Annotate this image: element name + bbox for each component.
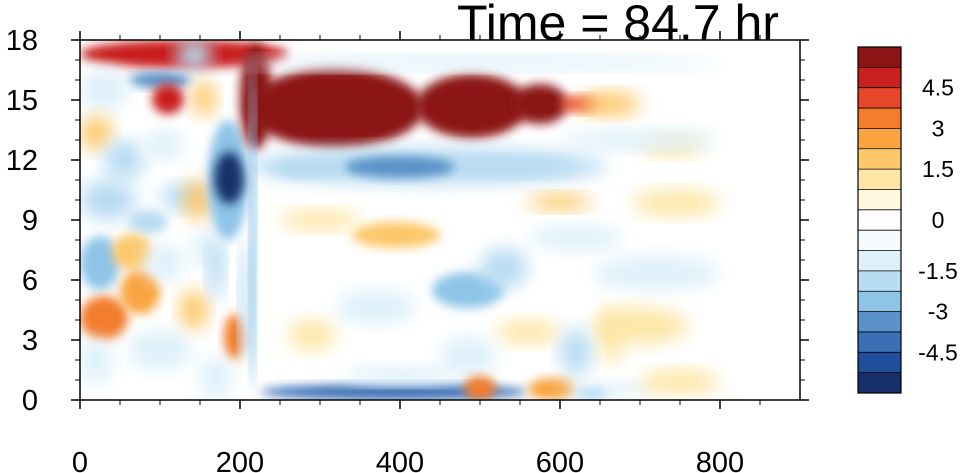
colorbar-swatch [858, 311, 901, 333]
heatmap-cell [80, 236, 120, 290]
heatmap-cell [640, 370, 720, 394]
colorbar-swatch [858, 148, 901, 170]
heatmap-cell [344, 366, 456, 384]
heatmap-cell [600, 308, 624, 364]
colorbar-swatch [858, 331, 901, 353]
heatmap-cell [128, 72, 192, 88]
heatmap-cell [176, 40, 212, 70]
heatmap-cell [512, 84, 568, 124]
colorbar-label: 0 [932, 207, 945, 233]
heatmap-cell [144, 244, 184, 280]
colorbar-swatch [858, 270, 901, 292]
x-tick-label: 800 [696, 447, 744, 473]
heatmap-cell [336, 290, 416, 324]
colorbar-label: -1.5 [918, 258, 958, 284]
colorbar-label: 1.5 [922, 156, 954, 182]
heatmap-cell [144, 130, 184, 160]
colorbar-swatch [858, 87, 901, 109]
heatmap-cell [528, 194, 592, 210]
heatmap-cell [80, 340, 112, 384]
colorbar-swatch [858, 108, 901, 129]
colorbar: 4.5 3 1.5 0 -1.5 -3 -4.5 [857, 46, 958, 394]
heatmap-cell [184, 180, 212, 220]
heatmap-cell [248, 68, 424, 148]
x-tick-label: 600 [536, 447, 584, 473]
colorbar-label: 4.5 [922, 75, 954, 101]
heatmap-cell [632, 190, 720, 216]
heatmap-cell [288, 320, 336, 350]
heatmap-cell [208, 240, 224, 300]
y-tick-label: 18 [6, 25, 38, 57]
heatmap-cell [528, 378, 576, 400]
y-tick-label: 3 [22, 325, 38, 357]
colorbar-swatch [858, 67, 901, 89]
heatmap-cell [480, 248, 528, 288]
heatmap-cell [240, 56, 720, 70]
heatmap-cell [440, 336, 496, 376]
heatmap-cell [416, 74, 528, 138]
heatmap-cell [112, 234, 152, 270]
heatmap-cell [528, 226, 624, 250]
colorbar-swatch [858, 169, 901, 190]
heatmap-cell [456, 158, 576, 176]
heatmap-cell [80, 116, 112, 150]
y-tick-label: 15 [6, 85, 38, 117]
heatmap-cell [249, 60, 256, 390]
colorbar-swatch [858, 250, 901, 272]
heatmap-cell [80, 296, 128, 340]
heatmap-cell [260, 384, 528, 400]
x-axis: 0 200 400 600 800 [72, 31, 761, 473]
heatmap-cell [152, 84, 184, 114]
heatmap-cell [464, 376, 496, 400]
heatmap-cell [104, 140, 144, 180]
heatmap-cell [214, 152, 244, 204]
y-tick-label: 0 [22, 385, 38, 417]
heatmap-cell [224, 314, 244, 360]
heatmap-cell [80, 180, 136, 220]
heatmap-cell [344, 156, 456, 178]
heatmap-cell [128, 330, 192, 370]
y-tick-label: 9 [22, 205, 38, 237]
x-tick-label: 400 [376, 447, 424, 473]
colorbar-swatch [858, 291, 901, 313]
colorbar-swatch [858, 128, 901, 150]
colorbar-label: -4.5 [918, 339, 958, 365]
x-tick-label: 200 [216, 447, 264, 473]
colorbar-swatch [858, 189, 901, 211]
heatmap-cell [592, 256, 720, 290]
heatmap-cell [80, 70, 128, 110]
heatmap-cell [120, 270, 160, 314]
heatmap-field [80, 40, 720, 400]
chart-title: Time = 84.7 hr [457, 0, 779, 51]
heatmap-cell [576, 92, 640, 116]
heatmap-cell [280, 210, 360, 230]
x-tick-label: 0 [72, 447, 88, 473]
colorbar-swatch [858, 47, 901, 68]
colorbar-frame [857, 46, 902, 394]
heatmap-cell [560, 130, 720, 150]
heatmap-cell [352, 222, 440, 248]
y-tick-label: 6 [22, 265, 38, 297]
heatmap-cell [180, 290, 208, 330]
colorbar-swatch [858, 209, 901, 231]
heatmap-cell [272, 160, 344, 178]
y-axis: 0 3 6 9 12 15 18 [6, 25, 809, 417]
heatmap-cell [496, 320, 560, 344]
heatmap-cell [576, 388, 608, 400]
heatmap-cell [240, 240, 252, 364]
colorbar-swatch [858, 352, 901, 374]
colorbar-label: -3 [928, 299, 948, 325]
heatmap-cell [192, 80, 216, 116]
heatmap-cell [128, 210, 168, 234]
y-tick-label: 12 [6, 145, 38, 177]
colorbar-swatch [858, 230, 901, 252]
heatmap-cell [560, 328, 592, 376]
heatmap-cell [200, 356, 232, 400]
colorbar-label: 3 [932, 115, 945, 141]
colorbar-swatch [858, 372, 901, 394]
